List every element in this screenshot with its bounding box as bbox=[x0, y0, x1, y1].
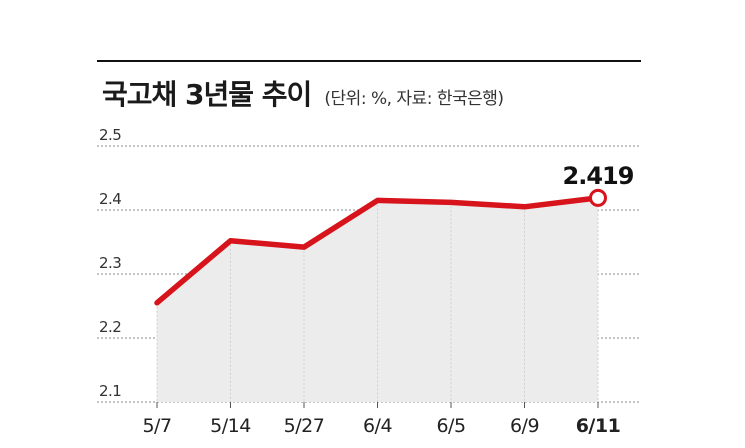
y-tick-label: 2.4 bbox=[99, 190, 121, 208]
series-line bbox=[154, 195, 601, 306]
x-tick-label: 5/27 bbox=[284, 415, 325, 437]
area-fill bbox=[157, 197, 598, 402]
markers bbox=[589, 188, 607, 207]
chart-subtitle: (단위: %, 자료: 한국은행) bbox=[324, 89, 504, 109]
x-tick-label: 6/5 bbox=[436, 415, 465, 437]
vertical-gridlines bbox=[156, 197, 599, 408]
x-axis-ticks: 5/7 5/14 5/27 6/4 6/5 6/9 6/11 bbox=[142, 415, 620, 437]
x-tick-label: 6/4 bbox=[363, 415, 392, 437]
top-rule bbox=[97, 60, 641, 62]
y-tick-label: 2.3 bbox=[99, 254, 121, 272]
area-fill-layer bbox=[157, 197, 598, 402]
x-tick-label: 6/9 bbox=[510, 415, 539, 437]
chart-title: 국고채 3년물 추이 bbox=[102, 78, 312, 111]
data-label: 2.419 bbox=[563, 162, 634, 190]
x-tick-label: 5/14 bbox=[210, 415, 251, 437]
x-tick-label: 5/7 bbox=[142, 415, 171, 437]
data-labels: 2.419 bbox=[563, 162, 635, 190]
y-tick-label: 2.1 bbox=[99, 382, 121, 400]
chart-header: 국고채 3년물 추이 (단위: %, 자료: 한국은행) bbox=[102, 73, 504, 113]
series-line-layer bbox=[154, 195, 601, 306]
y-axis-ticks: 2.1 2.2 2.3 2.4 2.5 bbox=[99, 126, 122, 400]
x-tick-label: 6/11 bbox=[576, 415, 621, 437]
y-tick-label: 2.2 bbox=[99, 318, 121, 336]
last-point-marker bbox=[589, 188, 607, 207]
y-tick-label: 2.5 bbox=[99, 126, 121, 144]
